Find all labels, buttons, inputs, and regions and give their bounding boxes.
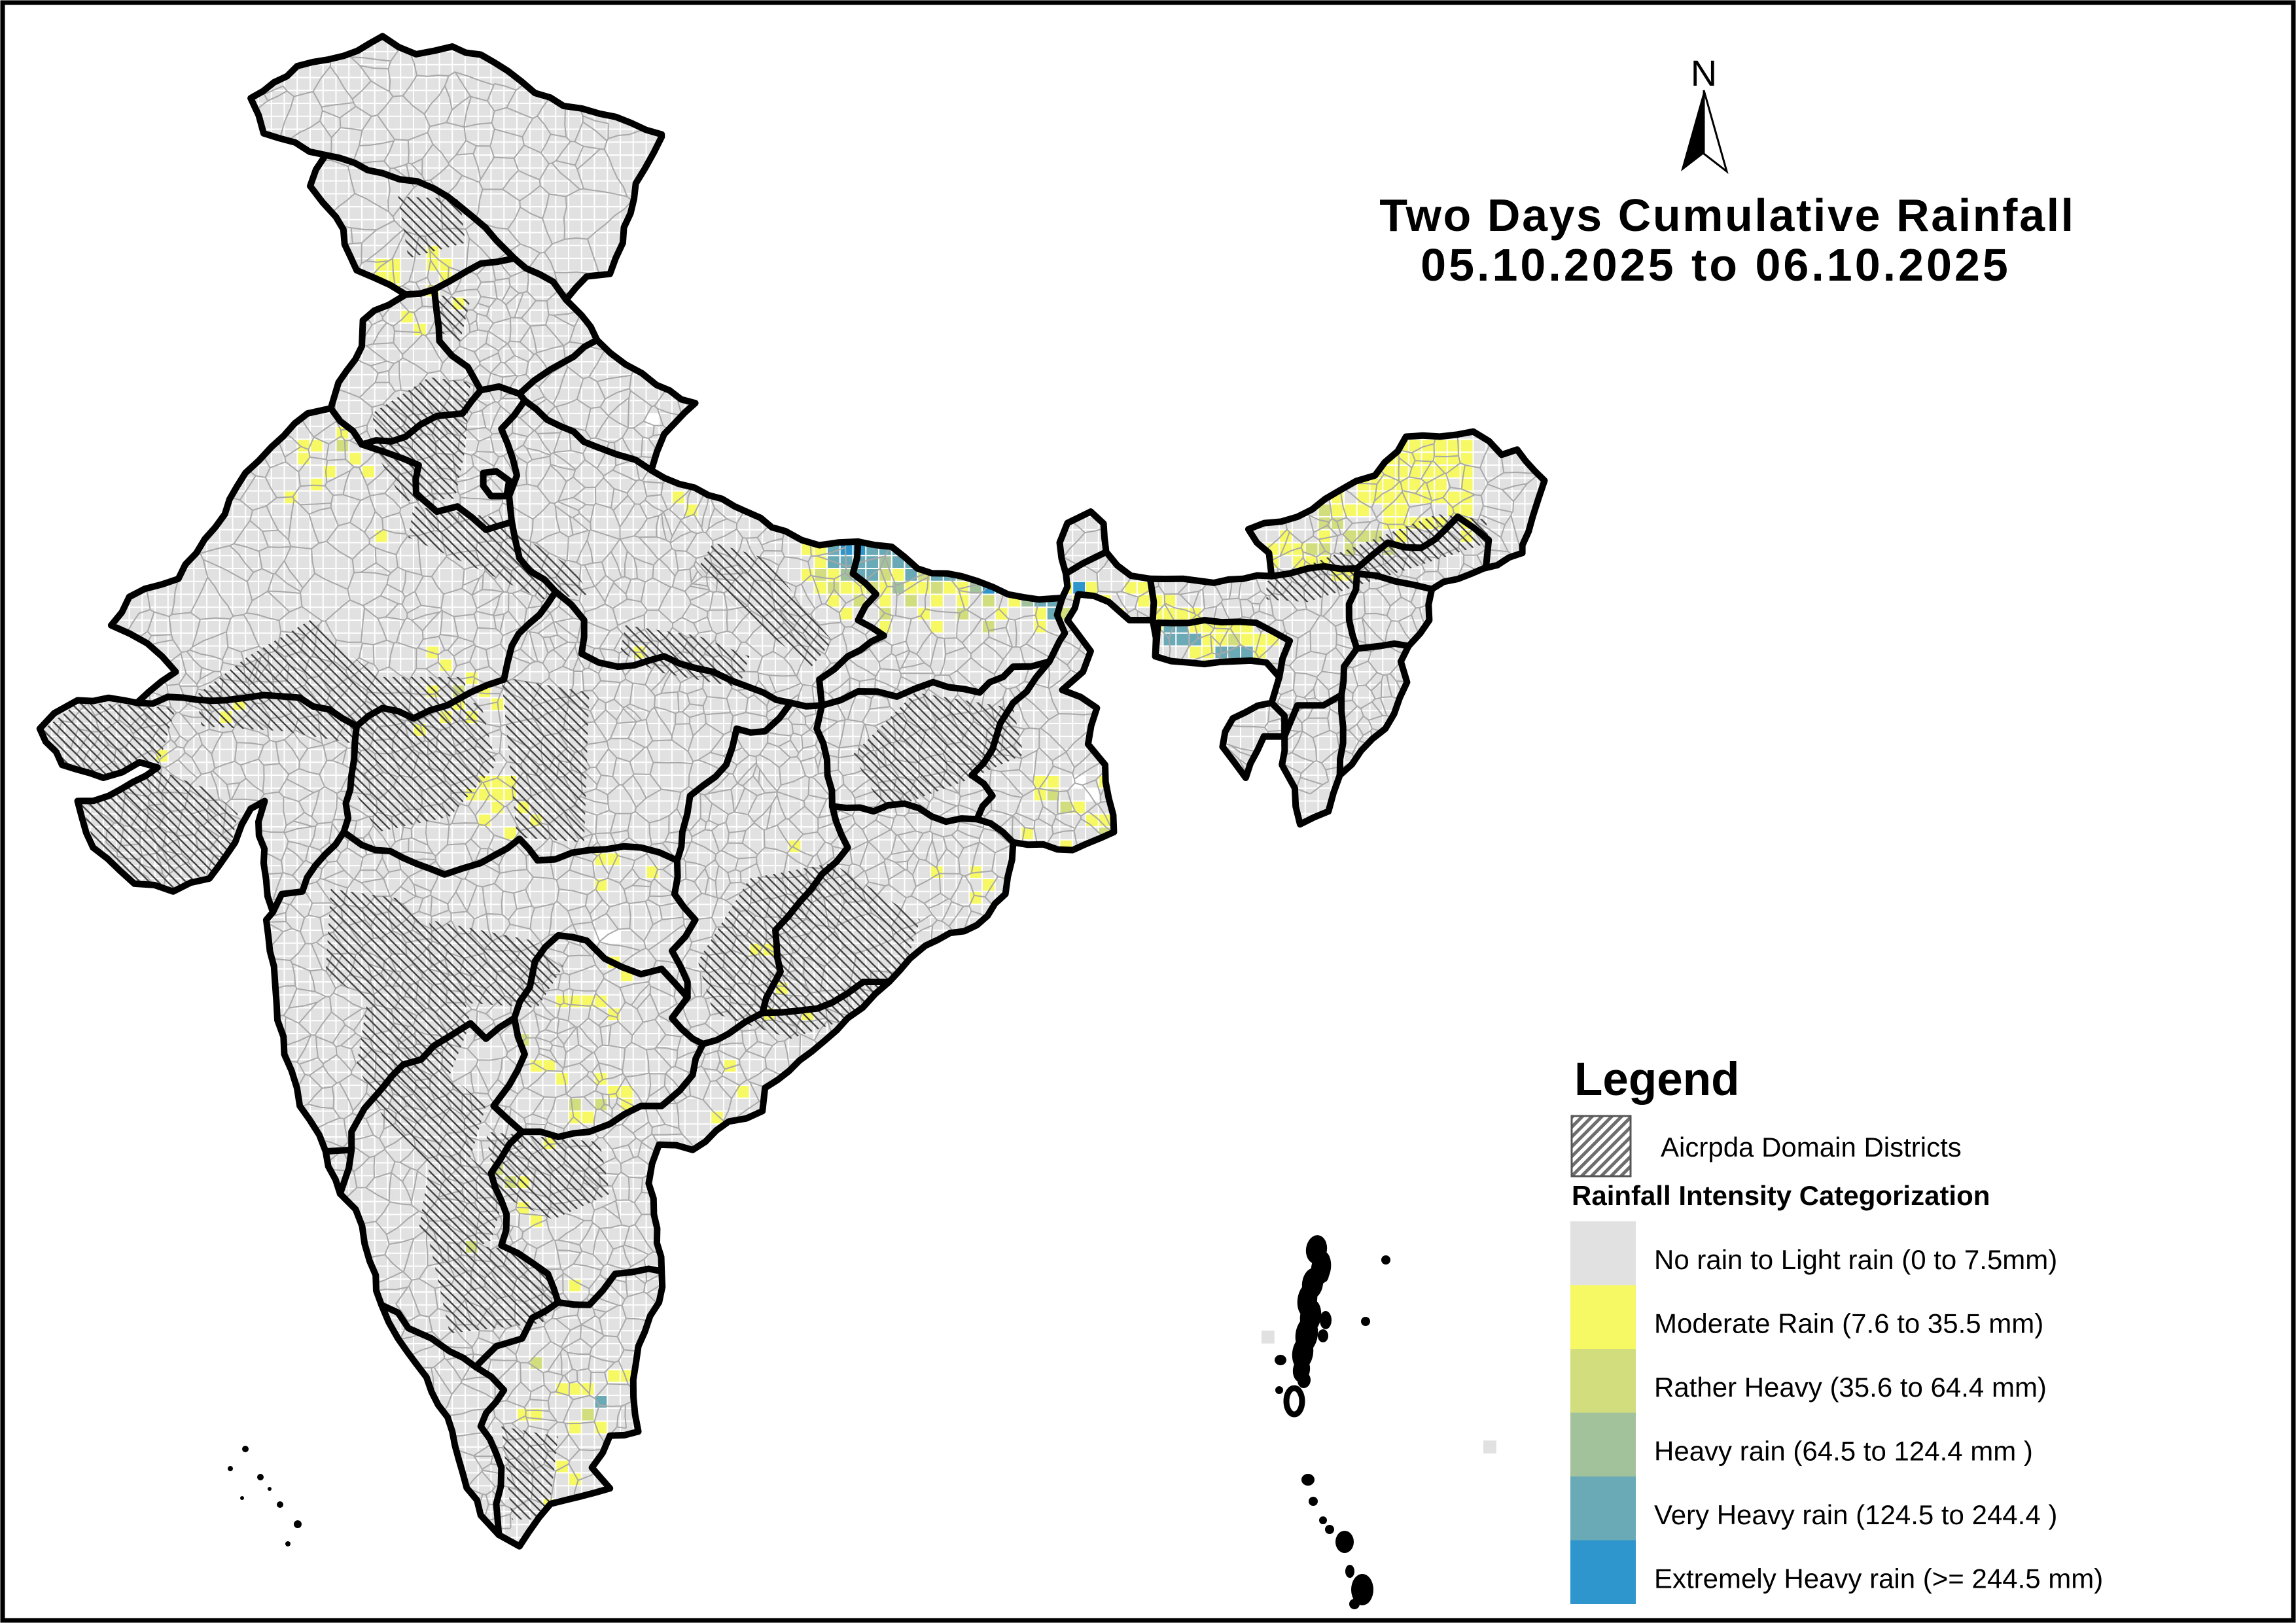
svg-text:Extremely Heavy rain (>= 244.: Extremely Heavy rain (>= 244.5 mm) xyxy=(1654,1563,2103,1594)
svg-text:Aicrpda Domain Districts: Aicrpda Domain Districts xyxy=(1661,1132,1962,1162)
svg-text:Legend: Legend xyxy=(1574,1054,1739,1106)
svg-text:N: N xyxy=(1691,52,1717,94)
svg-text:Two Days Cumulative Rainfall: Two Days Cumulative Rainfall xyxy=(1379,190,2075,241)
svg-text:Rainfall Intensity Categorizat: Rainfall Intensity Categorization xyxy=(1572,1180,1990,1211)
svg-text:Rather Heavy (35.6 to 64.4 mm): Rather Heavy (35.6 to 64.4 mm) xyxy=(1654,1372,2047,1403)
svg-text:05.10.2025 to 06.10.2025: 05.10.2025 to 06.10.2025 xyxy=(1421,239,2011,290)
svg-text:Very Heavy rain (124.5 to 244.: Very Heavy rain (124.5 to 244.4 ) xyxy=(1654,1499,2057,1530)
svg-text:Heavy rain (64.5 to 124.4 mm ): Heavy rain (64.5 to 124.4 mm ) xyxy=(1654,1436,2033,1467)
svg-text:Moderate Rain (7.6 to 35.5 mm): Moderate Rain (7.6 to 35.5 mm) xyxy=(1654,1308,2043,1339)
svg-text:No rain to Light rain (0 to 7.: No rain to Light rain (0 to 7.5mm) xyxy=(1654,1244,2057,1275)
